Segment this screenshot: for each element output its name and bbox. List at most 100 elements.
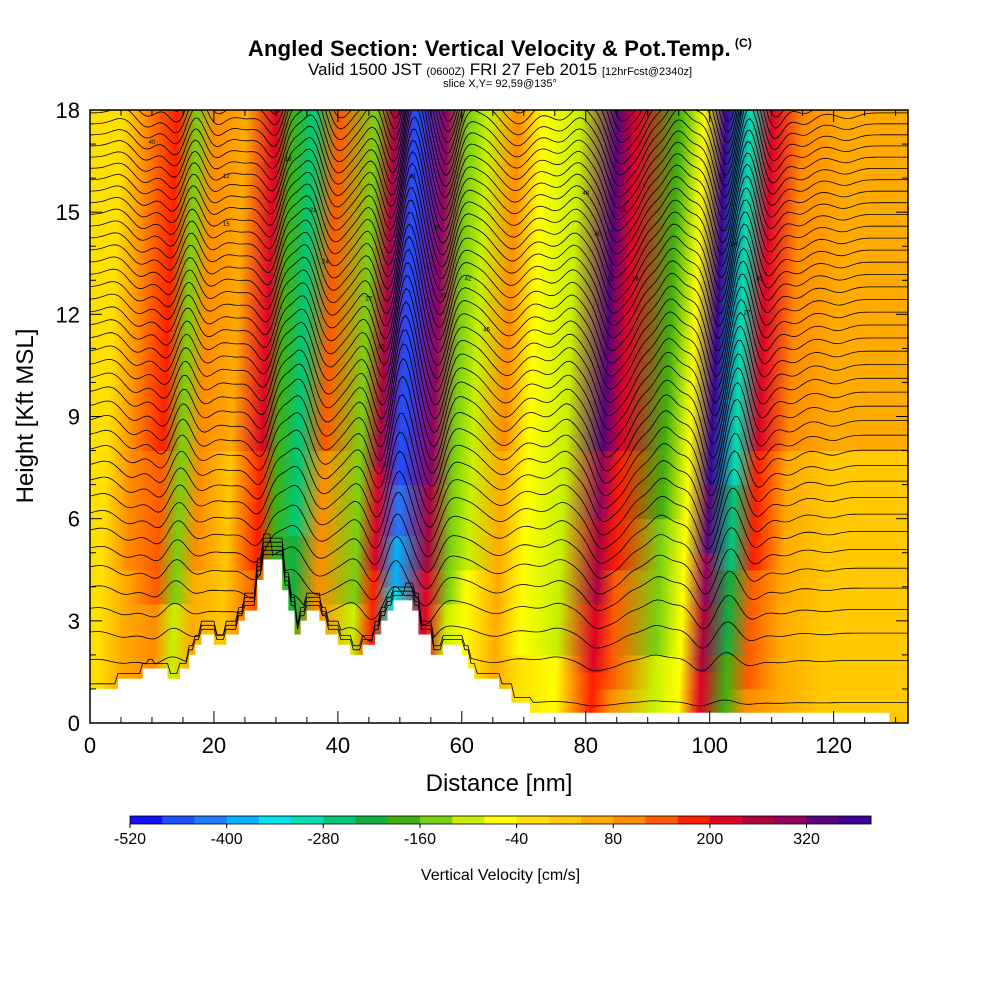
velocity-layer [90, 535, 908, 554]
theta-contour-line [90, 554, 908, 707]
theta-contour-line [90, 139, 908, 256]
colorbar-swatch [452, 816, 485, 824]
velocity-layer [90, 212, 908, 230]
velocity-layer [90, 331, 908, 349]
colorbar-tick-label: -40 [505, 831, 528, 848]
forecast-info: [12hrFcst@2340z] [602, 66, 693, 78]
x-tick-label: 20 [202, 733, 226, 758]
theta-contour-line [90, 128, 908, 244]
colorbar-swatch [162, 816, 195, 824]
x-tick-label: 100 [691, 733, 728, 758]
colorbar-swatch [387, 816, 421, 824]
theta-contour-line [90, 413, 908, 510]
velocity-layer [90, 280, 908, 298]
chart-title-text: Angled Section: Vertical Velocity & Pot.… [247, 36, 731, 61]
theta-contour-line [90, 541, 908, 630]
theta-contour-line [90, 174, 908, 290]
copyright-mark: (C) [734, 36, 753, 50]
contour-label: 18 [285, 157, 292, 163]
y-tick-label: 6 [68, 507, 80, 532]
theta-contour-line [90, 110, 908, 221]
velocity-layer [90, 467, 908, 486]
theta-contour-line [90, 110, 908, 177]
valid-time: Valid 1500 JST [307, 60, 422, 79]
theta-contour-line [90, 513, 908, 580]
theta-contour-line [90, 287, 908, 404]
theta-contour-line [90, 343, 908, 459]
colorbar-swatch [613, 816, 646, 824]
chart-subtitle: Valid 1500 JST (0600Z) FRI 27 Feb 2015 [… [0, 60, 1000, 80]
colorbar-swatch [742, 816, 775, 824]
velocity-layer [90, 433, 908, 452]
theta-contour-line [447, 110, 735, 123]
terrain-mask [90, 559, 890, 723]
colorbar-swatch [709, 816, 743, 824]
theta-contour-line [90, 110, 908, 210]
contour-label: 48 [582, 191, 589, 197]
theta-contour-line [90, 470, 908, 550]
contour-label: 45 [483, 327, 490, 333]
velocity-layer [90, 484, 908, 503]
colorbar-tick-label: -280 [307, 831, 339, 848]
colorbar-swatch [806, 816, 840, 824]
valid-date: FRI 27 Feb 2015 [469, 60, 598, 79]
theta-contour-line [90, 0, 908, 101]
contour-label: 21 [310, 208, 317, 214]
colorbar-swatch [581, 816, 614, 824]
colorbar-swatch [484, 816, 518, 824]
colorbar-tick-label: -160 [404, 831, 436, 848]
x-tick-label: 80 [574, 733, 598, 758]
theta-contour-line [90, 549, 908, 672]
velocity-layer [90, 297, 908, 315]
velocity-layer [90, 586, 908, 605]
theta-contour-line [90, 314, 908, 430]
velocity-layer [90, 501, 908, 520]
y-tick-label: 12 [56, 302, 80, 327]
contour-label: 42 [465, 276, 472, 282]
colorbar: -520 -400 -280 -160 -40 80 200 320 Vertical Velo… [114, 815, 872, 884]
contour-label: 27 [366, 297, 373, 303]
velocity-layer [90, 450, 908, 469]
velocity-layer [90, 195, 908, 213]
velocity-layer [90, 603, 908, 622]
theta-contour-line [90, 116, 908, 232]
theta-contours [90, 0, 908, 707]
colorbar-tick-label: 320 [793, 831, 820, 848]
x-tick-label: 120 [815, 733, 852, 758]
colorbar-tick-label: -520 [114, 831, 146, 848]
theta-contour-line [90, 431, 908, 523]
velocity-layer [90, 127, 908, 145]
colorbar-swatch [130, 816, 163, 824]
theta-contour-line [90, 110, 908, 165]
contour-label: 12 [607, 276, 614, 282]
velocity-layer [90, 382, 908, 401]
x-tick-label: 60 [450, 733, 474, 758]
colorbar-swatch [548, 816, 582, 824]
colorbar-swatch [677, 816, 711, 824]
theta-contour-labels: 40 12 15 18 21 24 27 30 33 36 39 42 45 48 40 12 15 18 21 24… [149, 140, 764, 350]
y-tick-label: 15 [56, 200, 80, 225]
x-tick-label: 40 [326, 733, 350, 758]
velocity-layer [90, 314, 908, 332]
colorbar-label: Vertical Velocity [cm/s] [421, 867, 580, 884]
theta-contour-line [90, 150, 908, 267]
contour-label: 18 [632, 276, 639, 282]
x-tick-label: 0 [84, 733, 96, 758]
contour-label: 24 [322, 259, 329, 265]
theta-contour-line [90, 275, 908, 391]
velocity-layer [90, 110, 908, 128]
theta-contour-line [620, 110, 731, 112]
theta-contour-line [90, 187, 908, 302]
contour-label: 12 [223, 174, 230, 180]
theta-contour-line [90, 301, 908, 417]
contour-label: 40 [149, 140, 156, 146]
velocity-layer [90, 552, 908, 571]
colorbar-swatch [838, 816, 872, 824]
velocity-layer [90, 246, 908, 264]
colorbar-frame [129, 815, 872, 825]
colorbar-tick-label: -400 [211, 831, 243, 848]
y-tick-label: 3 [68, 609, 80, 634]
x-axis-label: Distance [nm] [426, 770, 573, 797]
velocity-layer [90, 569, 908, 588]
theta-contour-line [90, 393, 908, 497]
